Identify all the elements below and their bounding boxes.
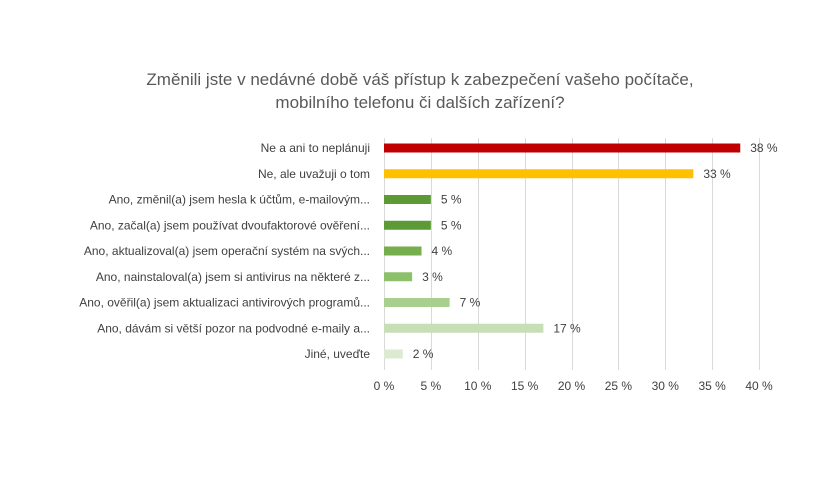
category-label: Jiné, uveďte <box>305 347 371 361</box>
x-tick-label: 10 % <box>464 379 492 393</box>
data-label: 5 % <box>441 193 462 207</box>
x-tick-label: 25 % <box>605 379 633 393</box>
data-label: 38 % <box>750 141 778 155</box>
bars <box>384 143 741 359</box>
category-label: Ne a ani to neplánuji <box>261 141 370 155</box>
chart-title-line-2: mobilního telefonu či dalších zařízení? <box>275 93 565 112</box>
data-label: 4 % <box>432 244 453 258</box>
data-label: 7 % <box>460 296 481 310</box>
x-axis-tick-labels: 0 % 5 % 10 % 15 % 20 % 25 % 30 % 35 % 40 % <box>374 379 773 393</box>
bar <box>384 272 413 282</box>
category-label: Ano, ověřil(a) jsem aktualizaci antiviro… <box>79 296 370 310</box>
chart-title-line-1: Změnili jste v nedávné době váš přístup … <box>146 70 694 89</box>
bar <box>384 298 450 307</box>
category-label: Ano, změnil(a) jsem hesla k účtům, e-mai… <box>109 193 370 207</box>
data-label: 5 % <box>441 218 462 232</box>
bar <box>384 323 544 333</box>
x-tick-label: 40 % <box>745 379 773 393</box>
x-tick-label: 20 % <box>558 379 586 393</box>
data-labels: 38 % 33 % 5 % 5 % 4 % 3 % 7 % 17 % 2 % <box>413 141 778 361</box>
data-label: 17 % <box>553 321 581 335</box>
chart-title: Změnili jste v nedávné době váš přístup … <box>0 68 840 114</box>
data-label: 3 % <box>422 270 443 284</box>
bar <box>384 195 431 204</box>
category-label: Ano, aktualizoval(a) jsem operační systé… <box>84 244 370 258</box>
category-label: Ano, začal(a) jsem používat dvoufaktorov… <box>90 218 370 232</box>
data-label: 2 % <box>413 347 434 361</box>
x-tick-label: 5 % <box>421 379 442 393</box>
bar <box>384 246 422 256</box>
bar <box>384 169 694 179</box>
category-label: Ne, ale uvažuji o tom <box>258 167 370 181</box>
x-tick-label: 30 % <box>652 379 680 393</box>
bar <box>384 220 431 230</box>
x-tick-label: 15 % <box>511 379 539 393</box>
category-label: Ano, dávám si větší pozor na podvodné e-… <box>97 321 370 335</box>
x-tick-label: 35 % <box>698 379 726 393</box>
bar <box>384 143 741 153</box>
category-labels: Ne a ani to neplánuji Ne, ale uvažuji o t… <box>79 141 370 361</box>
category-label: Ano, nainstaloval(a) jsem si antivirus n… <box>96 270 370 284</box>
x-tick-label: 0 % <box>374 379 395 393</box>
bar <box>384 349 403 359</box>
data-label: 33 % <box>703 167 731 181</box>
